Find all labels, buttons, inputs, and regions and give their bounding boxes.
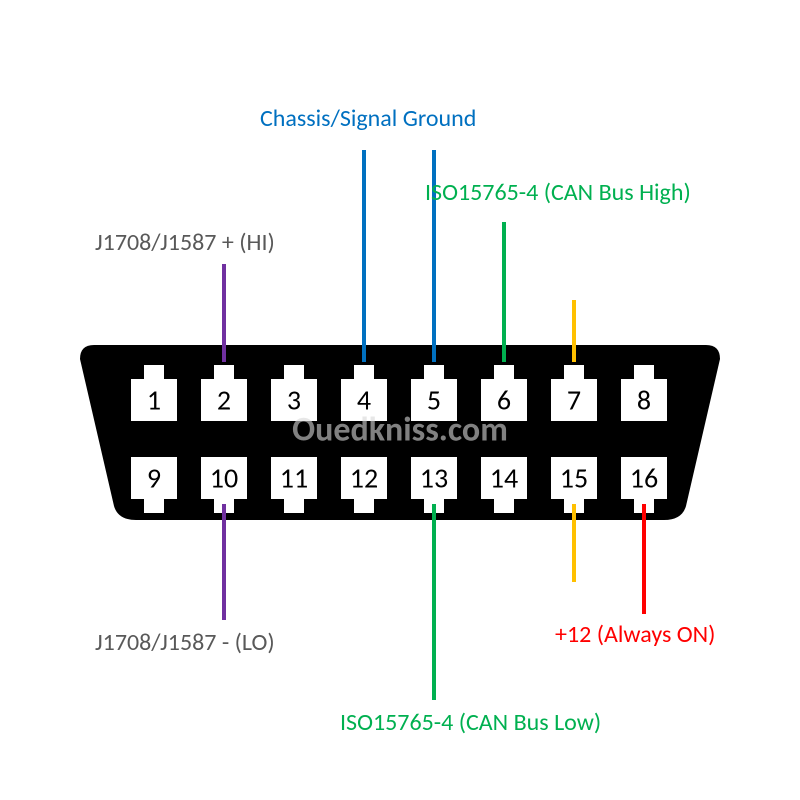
label-j1708_lo: J1708/J1587 - (LO) xyxy=(95,628,275,657)
pin-number-12: 12 xyxy=(350,461,378,496)
label-can_high: ISO15765-4 (CAN Bus High) xyxy=(425,178,691,207)
pin-number-1: 1 xyxy=(147,383,161,418)
obd2-pinout-diagram: 12345678910111213141516Ouedkniss.comChas… xyxy=(0,0,800,800)
pin-number-13: 13 xyxy=(420,461,448,496)
pin-number-7: 7 xyxy=(567,383,581,418)
label-j1708_hi: J1708/J1587 + (HI) xyxy=(95,228,275,257)
label-ground: Chassis/Signal Ground xyxy=(260,104,476,133)
pin-number-10: 10 xyxy=(210,461,238,496)
pin-number-9: 9 xyxy=(147,461,161,496)
label-can_low: ISO15765-4 (CAN Bus Low) xyxy=(340,708,601,737)
pin-number-15: 15 xyxy=(560,461,588,496)
pin-number-16: 16 xyxy=(630,461,658,496)
watermark-text: Ouedkniss.com xyxy=(292,410,508,451)
pin-number-14: 14 xyxy=(490,461,518,496)
pin-number-2: 2 xyxy=(217,383,231,418)
pin-number-8: 8 xyxy=(637,383,651,418)
pin-number-11: 11 xyxy=(280,461,308,496)
label-power: +12 (Always ON) xyxy=(555,620,715,649)
